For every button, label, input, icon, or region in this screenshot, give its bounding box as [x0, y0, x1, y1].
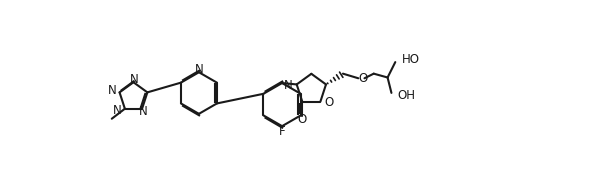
Text: N: N [195, 63, 203, 76]
Text: N: N [284, 79, 293, 92]
Text: N: N [130, 73, 138, 86]
Text: HO: HO [401, 53, 419, 65]
Text: O: O [358, 72, 368, 85]
Text: N: N [138, 105, 147, 117]
Text: O: O [297, 113, 307, 126]
Text: OH: OH [398, 89, 416, 102]
Text: O: O [324, 96, 334, 109]
Text: N: N [108, 84, 116, 97]
Text: F: F [279, 125, 285, 138]
Text: N: N [113, 104, 122, 117]
